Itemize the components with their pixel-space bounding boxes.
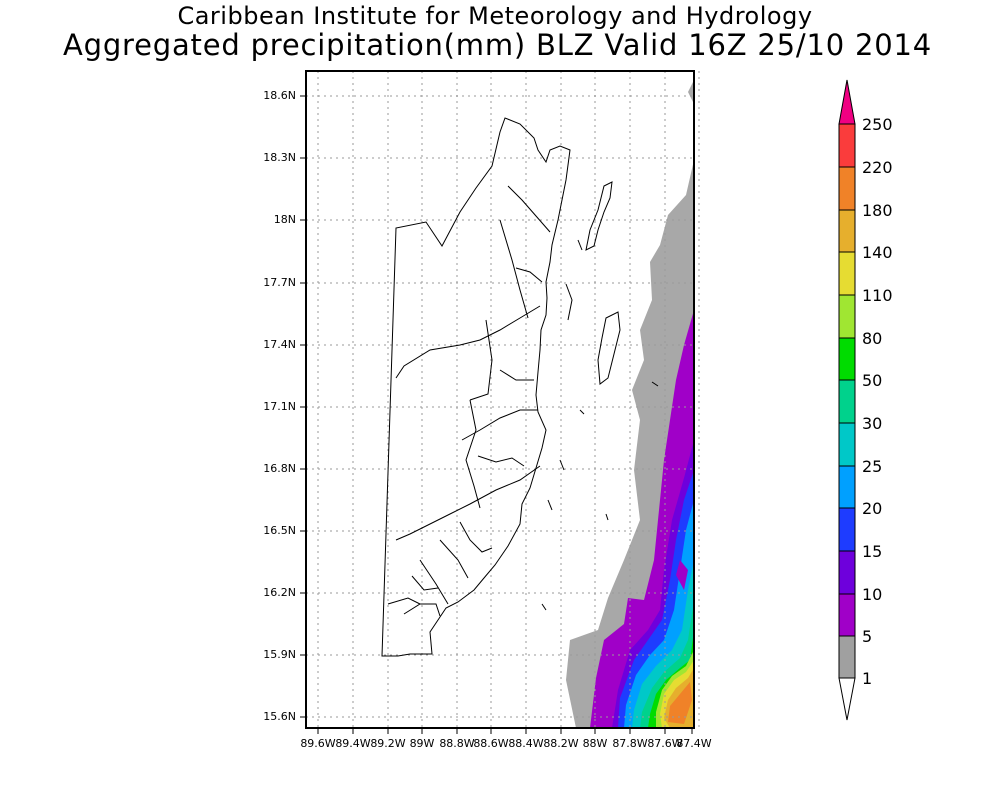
colorbar-label: 30 xyxy=(862,414,883,433)
colorbar-bin xyxy=(838,550,856,595)
colorbar-bin xyxy=(838,465,856,509)
colorbar-bin xyxy=(838,635,856,679)
map-gridlines xyxy=(306,71,700,728)
colorbar-label: 250 xyxy=(862,115,893,134)
lon-label: 88.4W xyxy=(508,737,544,750)
lat-label: 18N xyxy=(273,213,296,226)
colorbar-label: 110 xyxy=(862,286,893,305)
lon-label: 88.8W xyxy=(439,737,475,750)
colorbar-label: 10 xyxy=(862,585,883,604)
lon-label: 88.2W xyxy=(543,737,579,750)
colorbar-bin xyxy=(838,166,856,211)
colorbar-bin xyxy=(838,677,856,721)
belize-outline xyxy=(381,117,571,657)
map-frame xyxy=(305,70,695,729)
lon-label: 89.6W xyxy=(300,737,336,750)
colorbar-bin xyxy=(838,379,856,424)
lon-label: 87.6W xyxy=(647,737,683,750)
colorbar-label: 5 xyxy=(862,627,873,646)
lon-label: 89W xyxy=(409,737,435,750)
title-line-1: Caribbean Institute for Meteorology and … xyxy=(177,2,813,30)
colorbar-label: 140 xyxy=(862,243,893,262)
lon-label: 88W xyxy=(582,737,608,750)
cayes xyxy=(541,181,659,611)
lat-label: 15.6N xyxy=(263,710,296,723)
lon-label: 89.2W xyxy=(370,737,406,750)
colorbar-bin xyxy=(838,422,856,467)
lat-label: 17.7N xyxy=(263,276,296,289)
lat-label: 17.1N xyxy=(263,400,296,413)
colorbar xyxy=(838,79,856,721)
colorbar-label: 80 xyxy=(862,329,883,348)
lon-label: 88.6W xyxy=(473,737,509,750)
colorbar-label: 50 xyxy=(862,371,883,390)
colorbar-label: 1 xyxy=(862,669,873,688)
colorbar-bin xyxy=(838,507,856,552)
colorbar-bin xyxy=(838,337,856,381)
axis-ticks xyxy=(300,95,693,734)
colorbar-bin xyxy=(838,593,856,637)
colorbar-label: 220 xyxy=(862,158,893,177)
colorbar-bin xyxy=(838,123,856,168)
precipitation-shading xyxy=(566,80,694,728)
lat-label: 16.5N xyxy=(263,524,296,537)
colorbar-label: 25 xyxy=(862,457,883,476)
lat-label: 18.3N xyxy=(263,151,296,164)
lon-label: 87.8W xyxy=(612,737,648,750)
colorbar-label: 15 xyxy=(862,542,883,561)
colorbar-bin xyxy=(838,79,856,125)
lat-label: 16.2N xyxy=(263,586,296,599)
colorbar-bin xyxy=(838,251,856,296)
lon-label: 89.4W xyxy=(335,737,371,750)
lat-label: 15.9N xyxy=(263,648,296,661)
lat-label: 16.8N xyxy=(263,462,296,475)
title-line-2: Aggregated precipitation(mm) BLZ Valid 1… xyxy=(62,28,933,62)
colorbar-label: 20 xyxy=(862,499,883,518)
lat-label: 17.4N xyxy=(263,338,296,351)
lat-label: 18.6N xyxy=(263,89,296,102)
lon-label: 87.4W xyxy=(676,737,712,750)
colorbar-label: 180 xyxy=(862,201,893,220)
colorbar-bin xyxy=(838,209,856,253)
colorbar-bin xyxy=(838,294,856,339)
